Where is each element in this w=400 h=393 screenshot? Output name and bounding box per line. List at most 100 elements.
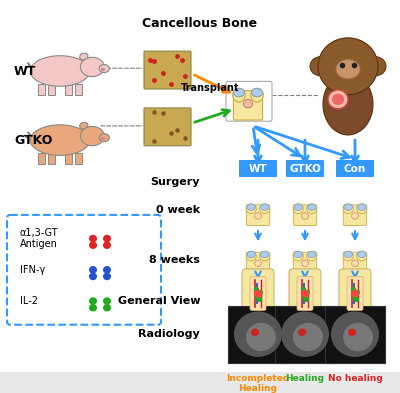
Ellipse shape	[294, 251, 302, 258]
FancyBboxPatch shape	[297, 276, 313, 310]
FancyBboxPatch shape	[293, 205, 317, 226]
Text: WT: WT	[249, 164, 267, 174]
Bar	[38, 153, 45, 164]
FancyBboxPatch shape	[347, 276, 363, 310]
Circle shape	[246, 323, 276, 351]
Circle shape	[281, 312, 329, 357]
Ellipse shape	[80, 122, 88, 129]
Text: Surgery: Surgery	[150, 177, 200, 187]
Point	[257, 288, 263, 295]
Circle shape	[89, 304, 97, 312]
Circle shape	[328, 90, 348, 109]
Ellipse shape	[293, 204, 303, 213]
Ellipse shape	[30, 125, 90, 155]
Ellipse shape	[343, 204, 353, 213]
FancyBboxPatch shape	[339, 269, 371, 318]
Text: Incompleted
Healing: Incompleted Healing	[226, 374, 290, 393]
Bar	[65, 153, 72, 164]
Point	[353, 296, 359, 302]
Text: GTKO: GTKO	[289, 164, 321, 174]
FancyBboxPatch shape	[343, 252, 367, 273]
Circle shape	[332, 94, 344, 105]
Text: Con: Con	[344, 164, 366, 174]
FancyBboxPatch shape	[250, 276, 266, 310]
Circle shape	[254, 290, 262, 297]
FancyBboxPatch shape	[286, 160, 324, 177]
Ellipse shape	[260, 204, 269, 210]
Circle shape	[89, 235, 97, 242]
FancyBboxPatch shape	[246, 205, 270, 226]
Bar	[48, 153, 55, 164]
Ellipse shape	[294, 204, 302, 210]
Point	[160, 110, 166, 117]
Ellipse shape	[344, 251, 352, 258]
Circle shape	[103, 304, 111, 312]
Text: Cancellous Bone: Cancellous Bone	[142, 17, 258, 30]
Ellipse shape	[308, 251, 316, 258]
Text: IFN-γ: IFN-γ	[20, 265, 45, 275]
Point	[178, 57, 185, 64]
Point	[151, 58, 157, 64]
Text: 8 weeks: 8 weeks	[149, 255, 200, 265]
Ellipse shape	[80, 127, 104, 146]
Circle shape	[244, 99, 252, 108]
Circle shape	[251, 329, 259, 336]
Point	[173, 52, 180, 59]
Ellipse shape	[260, 251, 270, 261]
Circle shape	[298, 329, 306, 336]
Bar	[75, 153, 82, 164]
Ellipse shape	[260, 251, 269, 258]
Circle shape	[366, 57, 386, 76]
FancyBboxPatch shape	[7, 215, 161, 325]
Ellipse shape	[260, 204, 270, 213]
Circle shape	[234, 312, 282, 357]
Bar	[38, 84, 45, 95]
Ellipse shape	[323, 73, 373, 135]
FancyBboxPatch shape	[234, 91, 263, 120]
FancyBboxPatch shape	[239, 160, 277, 177]
Ellipse shape	[246, 251, 256, 261]
Ellipse shape	[357, 251, 367, 261]
Point	[301, 293, 307, 299]
Ellipse shape	[251, 88, 263, 102]
Point	[351, 293, 357, 299]
Circle shape	[352, 260, 358, 266]
Point	[160, 70, 166, 76]
Bar	[228, 306, 288, 363]
FancyBboxPatch shape	[0, 0, 400, 375]
Bar	[75, 84, 82, 95]
Ellipse shape	[308, 204, 316, 210]
Text: Radiology: Radiology	[138, 329, 200, 339]
Circle shape	[348, 329, 356, 336]
FancyBboxPatch shape	[343, 205, 367, 226]
Ellipse shape	[30, 56, 90, 86]
Ellipse shape	[99, 134, 109, 142]
Point	[256, 296, 262, 302]
Circle shape	[89, 266, 97, 274]
Circle shape	[103, 266, 111, 274]
Ellipse shape	[293, 251, 303, 261]
Text: Transplant: Transplant	[181, 83, 239, 93]
Point	[151, 109, 157, 116]
Point	[182, 135, 188, 141]
Bar	[275, 306, 335, 363]
FancyBboxPatch shape	[246, 252, 270, 273]
Circle shape	[103, 273, 111, 280]
Point	[304, 288, 310, 295]
Ellipse shape	[247, 204, 256, 210]
Text: 0 week: 0 week	[156, 205, 200, 215]
Ellipse shape	[344, 204, 352, 210]
FancyBboxPatch shape	[242, 269, 274, 318]
Point	[151, 77, 157, 83]
Ellipse shape	[343, 251, 353, 261]
Ellipse shape	[307, 204, 317, 213]
Ellipse shape	[247, 251, 256, 258]
Text: Healing: Healing	[286, 374, 324, 383]
Circle shape	[318, 38, 378, 95]
Point	[300, 286, 306, 292]
Point	[254, 293, 260, 299]
Point	[147, 57, 154, 64]
Ellipse shape	[80, 53, 88, 60]
Point	[253, 286, 259, 292]
Ellipse shape	[358, 204, 366, 210]
